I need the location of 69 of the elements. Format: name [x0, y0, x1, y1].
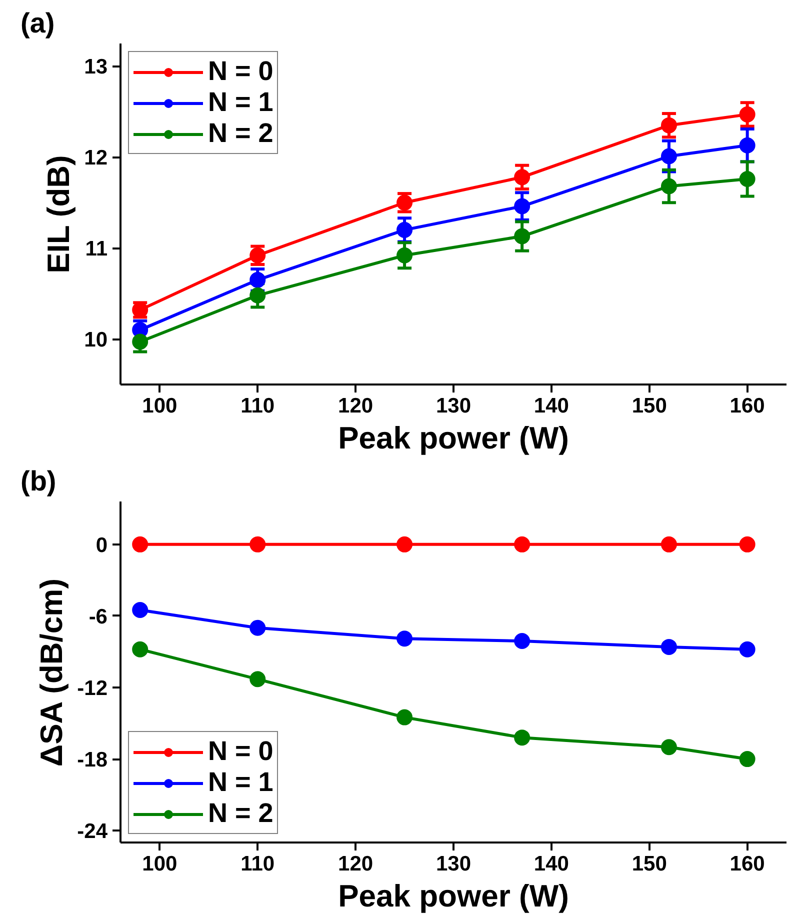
point — [739, 106, 756, 122]
point — [132, 334, 148, 350]
point — [396, 709, 413, 726]
point — [250, 536, 266, 552]
y-tick-label: 11 — [85, 238, 108, 261]
point — [250, 620, 266, 636]
legend-label: N = 2 — [208, 118, 274, 149]
point — [132, 641, 148, 658]
legend-label: N = 1 — [208, 87, 274, 118]
point — [514, 633, 530, 649]
legend-label: N = 0 — [208, 736, 274, 767]
x-tick-label: 140 — [534, 394, 569, 418]
point — [250, 671, 266, 688]
point — [132, 602, 148, 618]
x-tick-label: 150 — [632, 852, 667, 876]
point — [739, 536, 756, 552]
x-axis-title: Peak power (W) — [338, 420, 569, 456]
y-tick-label: -18 — [77, 748, 108, 772]
point — [396, 194, 413, 211]
point — [514, 169, 530, 186]
point — [396, 630, 413, 647]
point — [250, 272, 266, 288]
point — [514, 536, 530, 552]
x-tick-label: 120 — [338, 852, 374, 876]
y-tick-label: 10 — [84, 328, 108, 352]
point — [132, 536, 148, 552]
y-tick-label: -24 — [77, 820, 108, 844]
point — [660, 638, 677, 655]
y-tick-label: 12 — [84, 146, 108, 170]
x-tick-label: 160 — [730, 394, 765, 418]
x-tick-label: 160 — [730, 852, 765, 876]
x-tick-label: 100 — [142, 852, 178, 876]
point — [250, 287, 266, 304]
y-axis-title: EIL (dB) — [41, 155, 76, 274]
legend-label: N = 2 — [208, 798, 274, 829]
text: (a) — [20, 8, 55, 38]
point — [739, 137, 756, 154]
point — [660, 536, 677, 552]
point — [739, 641, 756, 658]
point — [739, 751, 756, 768]
x-tick-label: 150 — [632, 394, 667, 418]
point — [396, 222, 413, 238]
point — [396, 536, 413, 552]
point — [514, 730, 530, 746]
y-tick-label: 13 — [84, 56, 108, 79]
x-axis-title: Peak power (W) — [338, 878, 569, 914]
x-tick-label: 130 — [436, 394, 472, 418]
y-tick-label: 0 — [96, 534, 108, 557]
legend-label: N = 1 — [208, 767, 274, 798]
y-tick-label: -6 — [88, 605, 108, 628]
point — [660, 739, 677, 756]
x-tick-label: 110 — [240, 394, 275, 418]
text: (b) — [20, 466, 56, 496]
x-tick-label: 120 — [338, 394, 374, 418]
point — [514, 228, 530, 244]
point — [739, 171, 756, 187]
point — [396, 247, 413, 264]
point — [660, 117, 677, 134]
point — [660, 148, 677, 164]
x-tick-label: 100 — [142, 394, 178, 418]
point — [660, 178, 677, 194]
legend-label: N = 0 — [208, 56, 274, 87]
y-tick-label: -12 — [77, 677, 108, 700]
x-tick-label: 130 — [436, 852, 472, 876]
x-tick-label: 140 — [534, 852, 569, 876]
point — [514, 198, 530, 214]
x-tick-label: 110 — [240, 852, 275, 876]
point — [250, 247, 266, 264]
y-axis-title: ΔSA (dB/cm) — [34, 578, 70, 767]
